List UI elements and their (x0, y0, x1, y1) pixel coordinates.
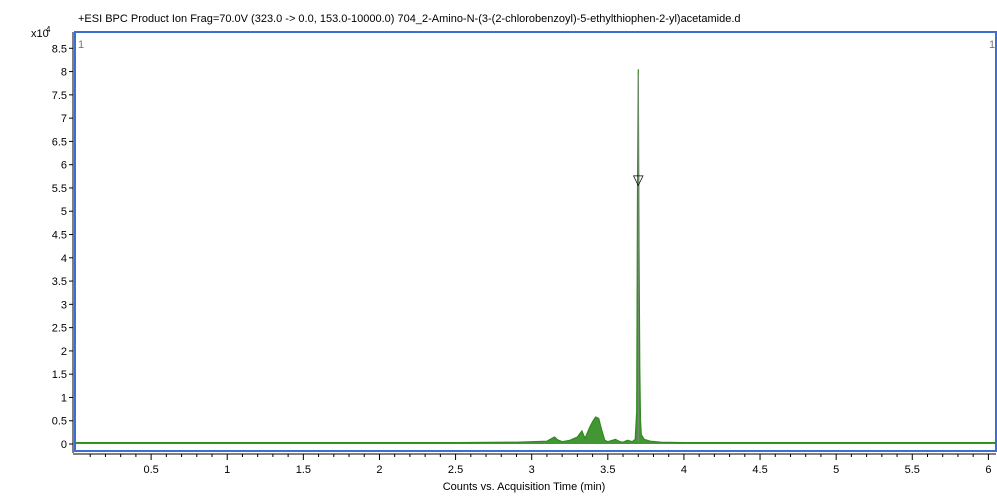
x-tick-label: 0.5 (143, 464, 158, 476)
y-tick-label: 7.5 (52, 90, 67, 102)
y-tick-label: 6 (61, 160, 67, 172)
x-tick-label: 1 (224, 464, 230, 476)
y-tick-label: 7 (61, 113, 67, 125)
x-tick-label: 4.5 (752, 464, 767, 476)
x-axis-label: Counts vs. Acquisition Time (min) (443, 481, 606, 493)
y-tick-label: 3.5 (52, 276, 67, 288)
x-tick-label: 3 (529, 464, 535, 476)
y-tick-label: 4 (61, 253, 67, 265)
chart-title: +ESI BPC Product Ion Frag=70.0V (323.0 -… (78, 13, 741, 25)
x-tick-label: 2 (376, 464, 382, 476)
x-tick-label: 5.5 (905, 464, 920, 476)
peak-marker-icon[interactable]: ▽ (633, 171, 644, 187)
y-tick-label: 5 (61, 206, 67, 218)
panel-label-right: 1 (989, 39, 995, 51)
x-tick-label: 2.5 (448, 464, 463, 476)
x-tick-label: 4 (681, 464, 687, 476)
x-tick-label: 5 (833, 464, 839, 476)
x-tick-label: 6 (985, 464, 991, 476)
panel-label-left: 1 (78, 39, 84, 51)
y-tick-label: 3 (61, 299, 67, 311)
y-tick-label: 1 (61, 392, 67, 404)
y-multiplier-label: x10 (31, 28, 49, 40)
y-tick-label: 8.5 (52, 43, 67, 55)
annotation-layer: ▽ (633, 74, 644, 442)
series-layer (75, 69, 996, 444)
y-tick-label: 0.5 (52, 416, 67, 428)
plot-frame[interactable] (74, 31, 997, 452)
y-tick-label: 4.5 (52, 230, 67, 242)
y-tick-label: 5.5 (52, 183, 67, 195)
y-tick-label: 1.5 (52, 369, 67, 381)
y-tick-label: 0 (61, 439, 67, 451)
series-line (75, 69, 996, 444)
y-tick-label: 2.5 (52, 323, 67, 335)
axes-layer: 0 0.5 1 1.5 2 2.5 3 3.5 4 4.5 5 5.5 6 6.5 7 7.5 8 8.5 0.5 1… (52, 32, 996, 476)
x-tick-label: 1.5 (296, 464, 311, 476)
y-tick-label: 2 (61, 346, 67, 358)
y-tick-label: 8 (61, 67, 67, 79)
y-multiplier-exponent: 4 (46, 25, 51, 34)
x-tick-label: 3.5 (600, 464, 615, 476)
y-tick-label: 6.5 (52, 136, 67, 148)
